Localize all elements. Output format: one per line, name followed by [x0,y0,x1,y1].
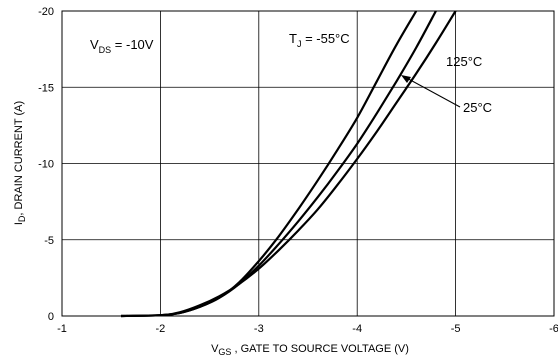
plot-frame [61,10,555,317]
y-tick-label: 0 [48,311,54,323]
x-tick-label: -4 [352,323,362,335]
x-tick-label: -3 [254,323,264,335]
series-lines [120,10,457,318]
y-tick-label: -5 [44,235,54,247]
x-tick-label: -2 [156,323,166,335]
y-tick-label: -15 [38,82,54,94]
y-tick-label: -20 [38,6,54,18]
tj-annotation: TJ = -55°C [289,31,350,49]
tick-labels: -1 -2 -3 -4 -5 -6 0 -5 -10 -15 -20 [38,6,558,335]
vds-annotation: VDS = -10V [90,37,154,55]
y-axis-label: ID, DRAIN CURRENT (A) [13,101,27,225]
arrow-head [401,75,411,83]
label-125c: 125°C [446,54,482,69]
arrow-line [402,75,461,108]
x-tick-label: -1 [57,323,67,335]
series-line [120,10,457,318]
x-axis-label: VGS , GATE TO SOURCE VOLTAGE (V) [211,343,409,357]
grid [62,11,554,316]
x-tick-label: -5 [451,323,461,335]
label-25c: 25°C [463,100,492,115]
series-line [120,10,437,318]
x-tick-label: -6 [549,323,558,335]
y-tick-label: -10 [38,159,54,171]
